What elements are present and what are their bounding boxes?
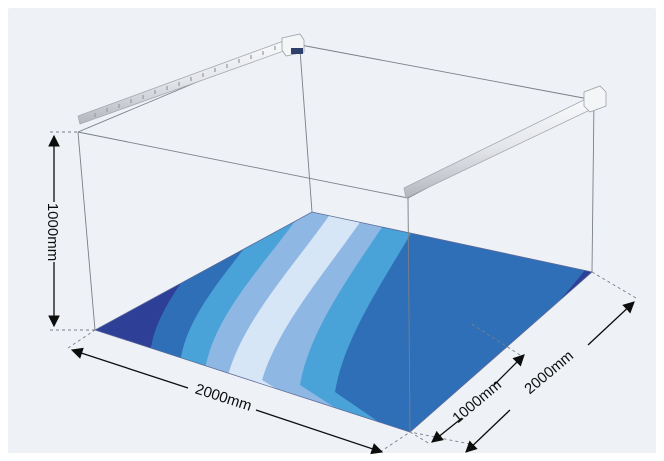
rail-right [403, 85, 607, 199]
width-arrow-left [70, 347, 189, 389]
floor-illuminance-map [95, 212, 592, 432]
dimension-arrows [48, 134, 635, 455]
band-mid-dark-2 [335, 212, 585, 432]
end-cap-right [583, 85, 607, 113]
depth-dimension-label: 2000mm [521, 347, 577, 398]
end-cap-left [281, 33, 305, 57]
depth-arrow-low [465, 409, 511, 453]
width-arrow-right [255, 409, 384, 455]
rail-led-dots [94, 46, 276, 117]
rail-left [77, 33, 305, 125]
height-dimension-label: 1000mm [44, 203, 61, 261]
offset-arrow-high [493, 354, 525, 386]
depth-arrow-high [587, 301, 635, 346]
offset-arrow-low [431, 417, 463, 443]
width-dimension-label: 2000mm [193, 381, 254, 415]
